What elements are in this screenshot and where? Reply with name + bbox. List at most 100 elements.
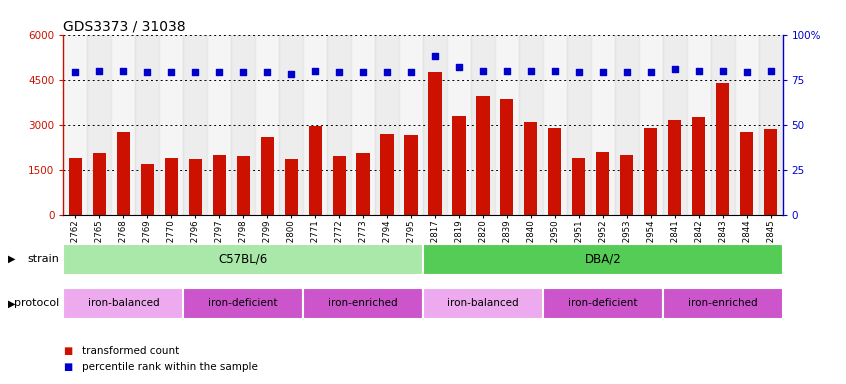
- Point: [212, 70, 226, 76]
- Bar: [644, 128, 657, 215]
- Bar: [662, 288, 783, 319]
- Point: [620, 70, 634, 76]
- Bar: [548, 128, 562, 215]
- Text: ▶: ▶: [8, 254, 16, 264]
- Point: [500, 68, 514, 74]
- Point: [572, 70, 585, 76]
- Text: DBA/2: DBA/2: [585, 253, 621, 266]
- Bar: [543, 288, 662, 319]
- Point: [428, 53, 442, 59]
- Text: strain: strain: [27, 254, 59, 264]
- Bar: [63, 35, 87, 215]
- Bar: [764, 129, 777, 215]
- Bar: [309, 126, 321, 215]
- Bar: [639, 35, 662, 215]
- Bar: [212, 155, 226, 215]
- Bar: [159, 35, 184, 215]
- Bar: [525, 122, 537, 215]
- Text: ▶: ▶: [8, 298, 16, 308]
- Bar: [404, 135, 418, 215]
- Text: ■: ■: [63, 362, 73, 372]
- Bar: [596, 152, 609, 215]
- Bar: [476, 96, 490, 215]
- Point: [117, 68, 130, 74]
- Bar: [117, 132, 130, 215]
- Bar: [662, 35, 687, 215]
- Point: [404, 70, 418, 76]
- Point: [356, 70, 370, 76]
- Point: [308, 68, 321, 74]
- Bar: [356, 153, 370, 215]
- Bar: [423, 35, 447, 215]
- Bar: [567, 35, 591, 215]
- Bar: [87, 35, 112, 215]
- Bar: [543, 35, 567, 215]
- Point: [236, 70, 250, 76]
- Point: [261, 70, 274, 76]
- Bar: [63, 244, 423, 275]
- Bar: [423, 288, 543, 319]
- Point: [452, 64, 465, 70]
- Point: [164, 70, 178, 76]
- Bar: [471, 35, 495, 215]
- Bar: [332, 156, 346, 215]
- Point: [667, 66, 681, 72]
- Point: [69, 70, 82, 76]
- Text: iron-enriched: iron-enriched: [328, 298, 398, 308]
- Bar: [351, 35, 375, 215]
- Bar: [381, 134, 393, 215]
- Bar: [112, 35, 135, 215]
- Bar: [69, 158, 82, 215]
- Point: [739, 70, 753, 76]
- Text: iron-enriched: iron-enriched: [688, 298, 757, 308]
- Text: iron-balanced: iron-balanced: [88, 298, 159, 308]
- Bar: [620, 155, 634, 215]
- Bar: [500, 99, 514, 215]
- Bar: [734, 35, 759, 215]
- Text: transformed count: transformed count: [82, 346, 179, 356]
- Bar: [687, 35, 711, 215]
- Point: [548, 68, 562, 74]
- Bar: [428, 72, 442, 215]
- Bar: [453, 116, 465, 215]
- Bar: [327, 35, 351, 215]
- Point: [284, 71, 298, 77]
- Bar: [716, 83, 729, 215]
- Bar: [591, 35, 615, 215]
- Bar: [93, 153, 106, 215]
- Bar: [519, 35, 543, 215]
- Point: [764, 68, 777, 74]
- Text: ■: ■: [63, 346, 73, 356]
- Text: iron-deficient: iron-deficient: [568, 298, 638, 308]
- Point: [189, 70, 202, 76]
- Bar: [495, 35, 519, 215]
- Text: percentile rank within the sample: percentile rank within the sample: [82, 362, 258, 372]
- Bar: [692, 117, 706, 215]
- Bar: [375, 35, 399, 215]
- Bar: [668, 120, 681, 215]
- Text: protocol: protocol: [14, 298, 59, 308]
- Bar: [63, 288, 184, 319]
- Point: [596, 70, 609, 76]
- Point: [524, 68, 537, 74]
- Point: [716, 68, 729, 74]
- Bar: [255, 35, 279, 215]
- Text: C57BL/6: C57BL/6: [218, 253, 268, 266]
- Point: [380, 70, 393, 76]
- Point: [92, 68, 106, 74]
- Bar: [740, 132, 753, 215]
- Bar: [303, 35, 327, 215]
- Point: [140, 70, 154, 76]
- Bar: [207, 35, 231, 215]
- Bar: [572, 158, 585, 215]
- Bar: [399, 35, 423, 215]
- Bar: [237, 156, 250, 215]
- Bar: [184, 35, 207, 215]
- Bar: [165, 158, 178, 215]
- Bar: [759, 35, 783, 215]
- Bar: [189, 159, 202, 215]
- Bar: [711, 35, 734, 215]
- Bar: [231, 35, 255, 215]
- Point: [332, 70, 346, 76]
- Bar: [135, 35, 159, 215]
